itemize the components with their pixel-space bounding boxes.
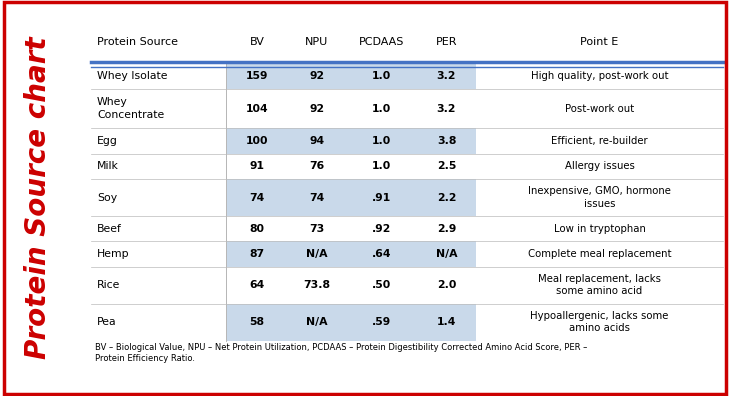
Text: 3.8: 3.8 [437,136,456,146]
Text: 1.0: 1.0 [372,103,391,114]
Text: 2.0: 2.0 [437,280,456,290]
Text: 64: 64 [250,280,265,290]
Text: .59: .59 [372,317,391,327]
Text: BV: BV [250,36,264,46]
Text: Soy: Soy [97,192,118,202]
Text: Whey
Concentrate: Whey Concentrate [97,97,164,120]
Text: 87: 87 [250,249,264,259]
Text: .92: .92 [372,224,391,234]
Text: Meal replacement, lacks
some amino acid: Meal replacement, lacks some amino acid [538,274,661,297]
Text: Protein Source chart: Protein Source chart [24,37,52,359]
Text: 58: 58 [250,317,264,327]
Text: 80: 80 [250,224,264,234]
Text: 76: 76 [310,161,325,171]
Text: Allergy issues: Allergy issues [564,161,634,171]
Text: 91: 91 [250,161,264,171]
Text: PER: PER [436,36,457,46]
Text: Hypoallergenic, lacks some
amino acids: Hypoallergenic, lacks some amino acids [531,311,669,333]
Text: Pea: Pea [97,317,117,327]
Text: 2.5: 2.5 [437,161,456,171]
Text: Inexpensive, GMO, hormone
issues: Inexpensive, GMO, hormone issues [528,186,671,209]
Text: High quality, post-work out: High quality, post-work out [531,71,669,81]
Text: .64: .64 [372,249,391,259]
Text: 2.9: 2.9 [437,224,456,234]
Text: NPU: NPU [305,36,328,46]
Text: 74: 74 [250,192,265,202]
Text: Point E: Point E [580,36,619,46]
Text: Efficient, re-builder: Efficient, re-builder [551,136,648,146]
Text: 73: 73 [310,224,325,234]
Text: Beef: Beef [97,224,122,234]
Text: N/A: N/A [307,249,328,259]
Text: PCDAAS: PCDAAS [359,36,404,46]
Text: N/A: N/A [436,249,457,259]
Text: Hemp: Hemp [97,249,130,259]
Text: Egg: Egg [97,136,118,146]
Text: Low in tryptophan: Low in tryptophan [553,224,645,234]
Text: 74: 74 [310,192,325,202]
Text: .50: .50 [372,280,391,290]
Text: 100: 100 [246,136,268,146]
Text: .91: .91 [372,192,391,202]
Text: 1.0: 1.0 [372,71,391,81]
Text: 92: 92 [310,103,325,114]
Text: 104: 104 [246,103,269,114]
Text: Complete meal replacement: Complete meal replacement [528,249,672,259]
Text: Rice: Rice [97,280,120,290]
Text: Whey Isolate: Whey Isolate [97,71,168,81]
Text: 73.8: 73.8 [304,280,331,290]
Text: 1.0: 1.0 [372,161,391,171]
Text: 159: 159 [246,71,268,81]
Text: 1.0: 1.0 [372,136,391,146]
Text: 3.2: 3.2 [437,103,456,114]
Text: Post-work out: Post-work out [565,103,634,114]
Text: 2.2: 2.2 [437,192,456,202]
Text: 92: 92 [310,71,325,81]
Text: 1.4: 1.4 [437,317,456,327]
Text: 3.2: 3.2 [437,71,456,81]
Text: N/A: N/A [307,317,328,327]
Text: Protein Source: Protein Source [97,36,178,46]
Text: 94: 94 [310,136,325,146]
Text: Milk: Milk [97,161,119,171]
Text: BV – Biological Value, NPU – Net Protein Utilization, PCDAAS – Protein Digestibi: BV – Biological Value, NPU – Net Protein… [95,343,587,364]
